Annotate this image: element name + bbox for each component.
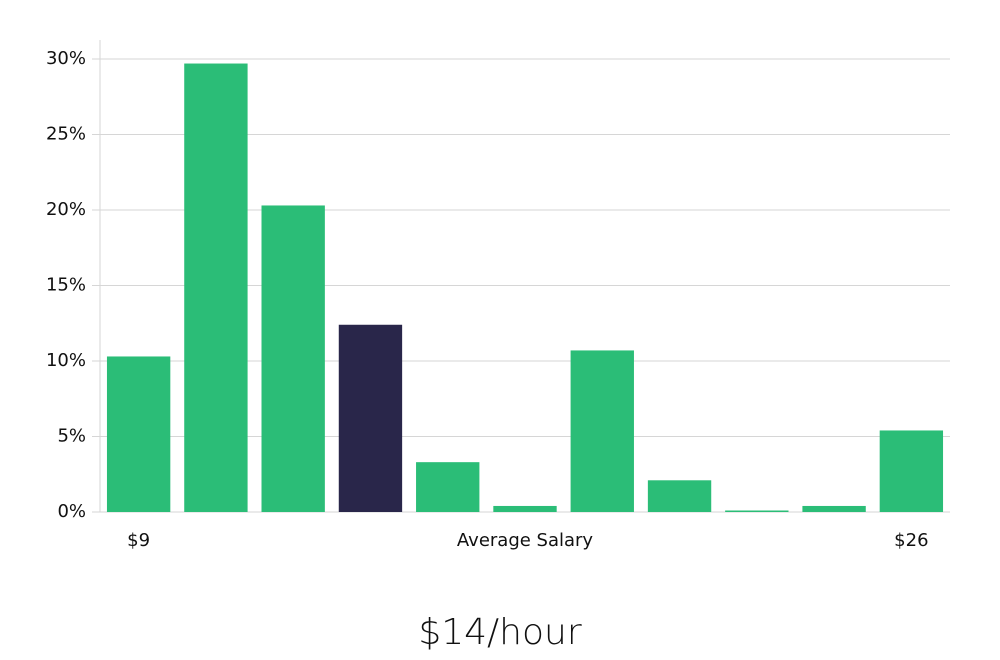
bar xyxy=(725,510,789,512)
bar xyxy=(261,205,325,512)
y-tick-label: 10% xyxy=(46,350,86,371)
bar xyxy=(493,505,557,512)
bar xyxy=(184,63,248,512)
y-tick-label: 5% xyxy=(57,426,86,447)
bar xyxy=(570,350,634,512)
y-tick-label: 25% xyxy=(46,124,86,145)
y-tick-label: 0% xyxy=(57,501,86,522)
bar xyxy=(802,505,866,512)
bar xyxy=(647,480,712,512)
x-tick-label: $9 xyxy=(127,530,150,551)
y-tick-label: 20% xyxy=(46,199,86,220)
x-axis-label: Average Salary xyxy=(457,530,594,551)
x-tick-label: $26 xyxy=(894,530,928,551)
bar xyxy=(879,430,944,512)
bar xyxy=(416,462,480,512)
bar xyxy=(106,356,171,512)
chart-title: $14/hour xyxy=(418,612,582,653)
bar xyxy=(338,324,403,512)
y-tick-label: 30% xyxy=(46,48,86,69)
y-tick-label: 15% xyxy=(46,275,86,296)
